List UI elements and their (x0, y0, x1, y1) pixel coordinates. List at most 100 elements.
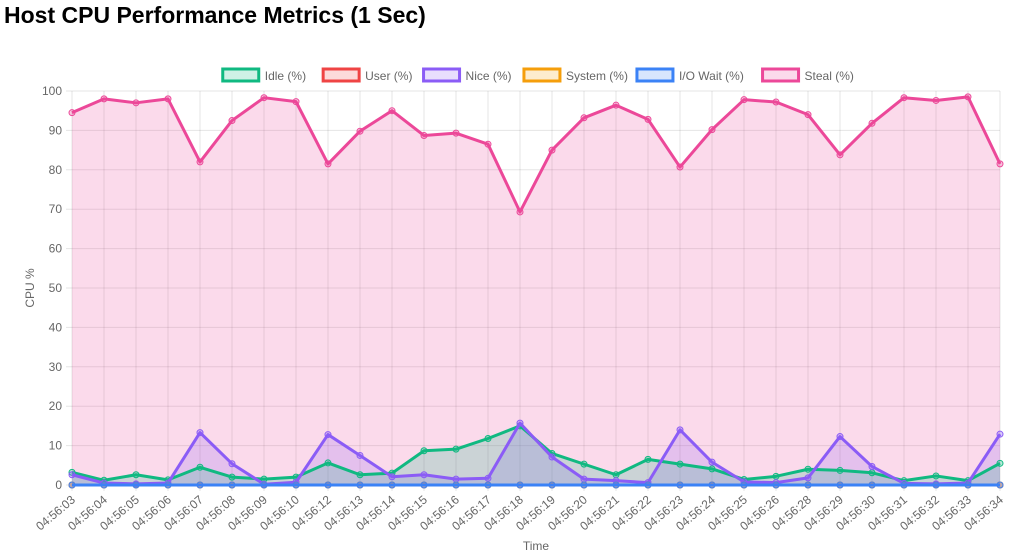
y-tick-label: 70 (49, 202, 63, 216)
legend-swatch (422, 67, 462, 83)
point-i-o-wait (260, 481, 268, 489)
point-steal (228, 117, 236, 125)
legend-label: System (%) (566, 69, 628, 83)
point-nice (388, 473, 396, 481)
legend-item[interactable]: System (%) (522, 67, 628, 83)
point-steal (324, 160, 332, 168)
point-nice (580, 475, 588, 483)
line-steal (71, 95, 1002, 214)
point-i-o-wait (196, 481, 204, 489)
point-idle (932, 472, 940, 480)
point-nice (516, 419, 524, 427)
point-i-o-wait (644, 481, 652, 489)
y-tick-label: 50 (49, 281, 63, 295)
point-steal (100, 95, 108, 103)
y-tick-label: 100 (42, 84, 62, 98)
point-nice (452, 475, 460, 483)
point-idle (612, 471, 620, 479)
legend-item[interactable]: I/O Wait (%) (635, 67, 744, 83)
point-steal (612, 101, 620, 109)
point-i-o-wait (100, 481, 108, 489)
point-steal (260, 94, 268, 102)
point-i-o-wait (452, 481, 460, 489)
legend-swatch (522, 67, 562, 83)
area-nice- (72, 423, 1000, 485)
y-tick-label: 40 (49, 320, 63, 334)
point-i-o-wait (68, 481, 76, 489)
point-steal (164, 95, 172, 103)
y-tick-label: 80 (49, 163, 63, 177)
point-steal (484, 140, 492, 148)
point-i-o-wait (548, 481, 556, 489)
point-i-o-wait (804, 481, 812, 489)
point-i-o-wait (772, 481, 780, 489)
point-steal (868, 119, 876, 127)
y-tick-label: 60 (49, 242, 63, 256)
point-idle (804, 465, 812, 473)
grid (66, 90, 1001, 491)
point-nice (996, 430, 1004, 438)
point-nice (420, 471, 428, 479)
point-nice (836, 433, 844, 441)
point-idle (868, 469, 876, 477)
y-tick-label: 20 (49, 399, 63, 413)
x-axis-label: Time (523, 539, 550, 553)
point-i-o-wait (324, 481, 332, 489)
point-steal (996, 160, 1004, 168)
point-i-o-wait (132, 481, 140, 489)
legend: Idle (%) User (%) Nice (%) System (%) I/O Wa… (221, 67, 854, 83)
point-nice (804, 474, 812, 482)
point-steal (836, 151, 844, 159)
point-steal (68, 109, 76, 117)
point-steal (580, 114, 588, 122)
point-idle (484, 435, 492, 443)
point-steal (708, 126, 716, 134)
area-idle- (72, 425, 1000, 485)
legend-item[interactable]: User (%) (321, 67, 412, 83)
point-nice (708, 458, 716, 466)
point-nice (324, 431, 332, 439)
point-steal (964, 93, 972, 101)
point-i-o-wait (292, 481, 300, 489)
point-idle (676, 460, 684, 468)
legend-label: Nice (%) (466, 69, 512, 83)
point-steal (452, 129, 460, 137)
legend-item[interactable]: Idle (%) (221, 67, 306, 83)
point-idle (452, 445, 460, 453)
point-i-o-wait (228, 481, 236, 489)
point-steal (644, 115, 652, 123)
y-tick-label: 10 (49, 439, 63, 453)
point-steal (196, 158, 204, 166)
legend-item[interactable]: Steal (%) (761, 67, 854, 83)
point-i-o-wait (580, 481, 588, 489)
point-idle (996, 459, 1004, 467)
y-tick-label: 30 (49, 360, 63, 374)
point-idle (772, 472, 780, 480)
point-i-o-wait (964, 481, 972, 489)
point-idle (836, 466, 844, 474)
legend-item[interactable]: Nice (%) (422, 67, 512, 83)
point-i-o-wait (836, 481, 844, 489)
point-steal (420, 132, 428, 140)
point-i-o-wait (516, 481, 524, 489)
point-nice (356, 451, 364, 459)
point-i-o-wait (420, 481, 428, 489)
legend-swatch (635, 67, 675, 83)
point-i-o-wait (484, 481, 492, 489)
point-steal (388, 107, 396, 115)
point-idle (708, 465, 716, 473)
point-i-o-wait (388, 481, 396, 489)
point-steal (676, 163, 684, 171)
point-nice (868, 462, 876, 470)
point-steal (932, 96, 940, 104)
point-i-o-wait (740, 481, 748, 489)
y-tick-label: 0 (55, 478, 62, 492)
point-nice (484, 474, 492, 482)
point-idle (228, 473, 236, 481)
series-areas (72, 96, 1000, 485)
point-steal (132, 99, 140, 107)
point-idle (420, 447, 428, 455)
series-lines (68, 93, 1004, 489)
legend-label: User (%) (365, 69, 412, 83)
point-steal (548, 146, 556, 154)
